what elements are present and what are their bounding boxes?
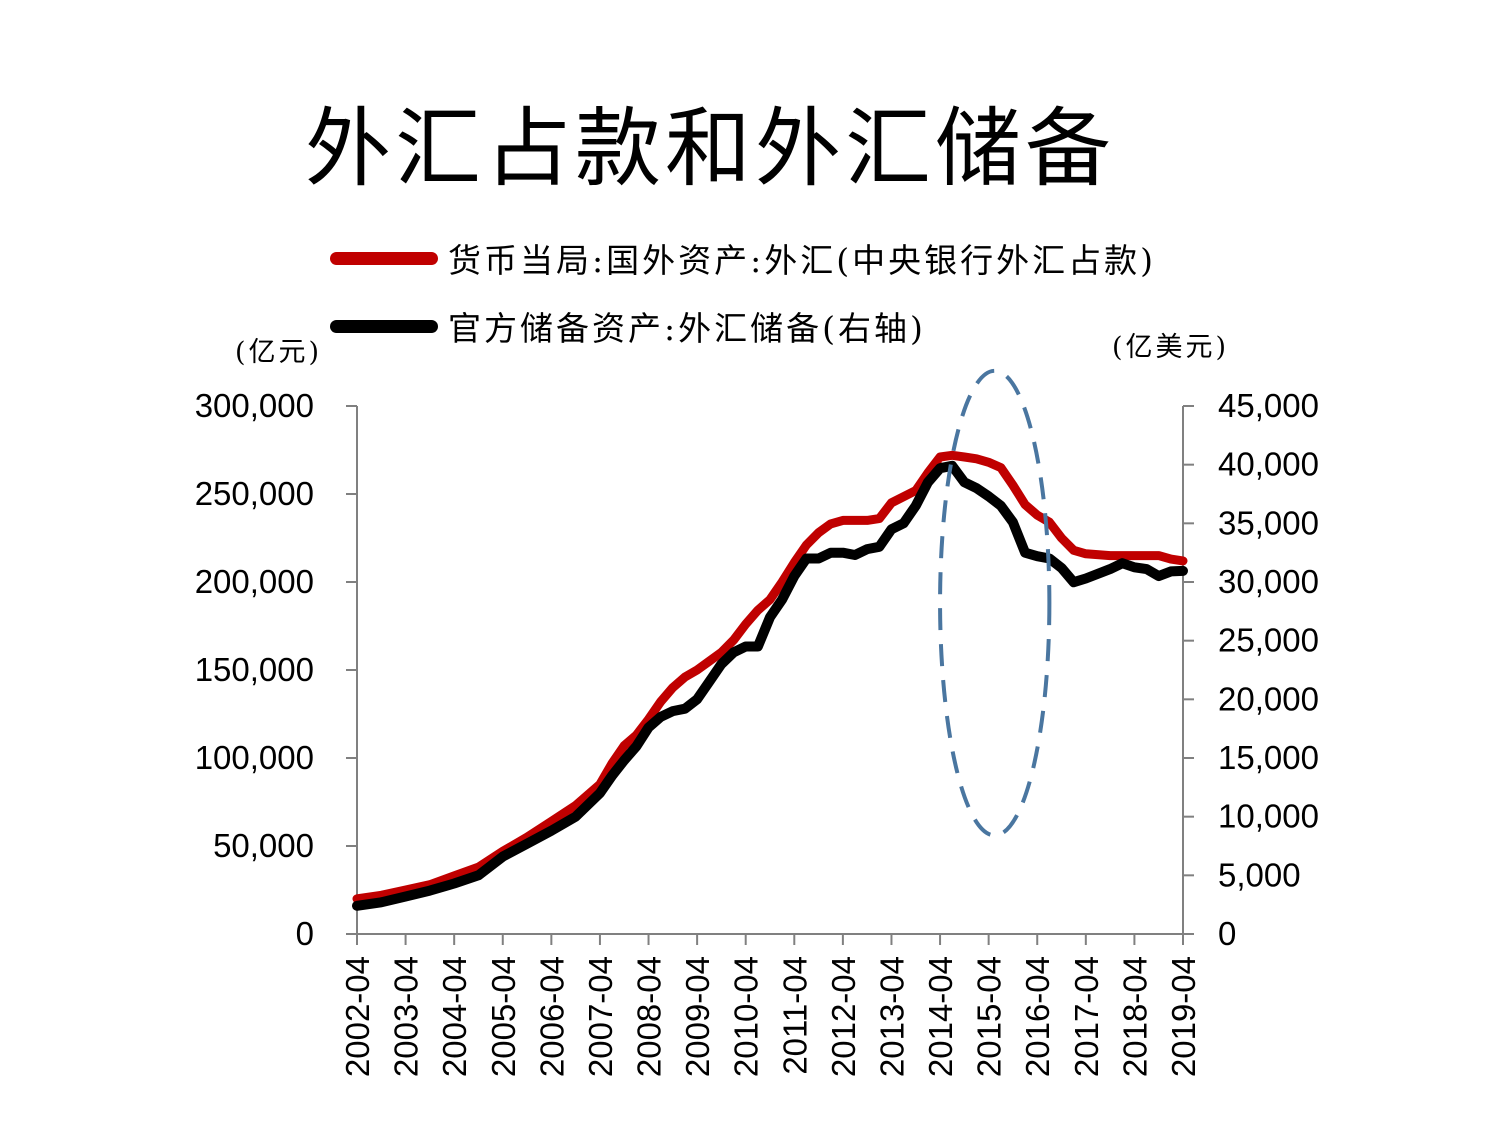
legend-label: 货币当局:国外资产:外汇(中央银行外汇占款) xyxy=(448,241,1156,280)
x-tick-label: 2016-04 xyxy=(1019,956,1056,1077)
x-tick-label: 2004-04 xyxy=(436,956,473,1077)
right-y-tick-label: 20,000 xyxy=(1218,680,1319,717)
series-fx-reserves-line xyxy=(352,460,1188,911)
right-y-tick-label: 5,000 xyxy=(1218,856,1301,893)
right-axis-unit: (亿美元) xyxy=(1112,332,1230,363)
legend-item-fx-reserves: 官方储备资产:外汇储备(右轴) xyxy=(330,302,926,350)
series-layer xyxy=(352,450,1188,911)
right-y-tick-label: 15,000 xyxy=(1218,739,1319,776)
x-tick-label: 2011-04 xyxy=(776,956,813,1075)
left-y-tick-label: 0 xyxy=(296,915,314,952)
x-tick-label: 2005-04 xyxy=(485,956,522,1077)
left-y-tick-label: 50,000 xyxy=(213,827,314,864)
left-y-tick-label: 200,000 xyxy=(195,563,314,600)
x-tick-label: 2012-04 xyxy=(825,956,862,1077)
legend-item-fx-funds: 货币当局:国外资产:外汇(中央银行外汇占款) xyxy=(330,234,1156,282)
x-tick-label: 2009-04 xyxy=(679,956,716,1077)
annotation-layer xyxy=(938,368,1052,838)
x-tick-label: 2018-04 xyxy=(1116,956,1153,1077)
legend-swatch-red xyxy=(330,251,438,265)
right-y-tick-label: 45,000 xyxy=(1218,387,1319,424)
right-y-tick-label: 40,000 xyxy=(1218,446,1319,483)
slide-title: 外汇占款和外汇储备 xyxy=(305,99,1115,199)
x-tick-label: 2017-04 xyxy=(1068,956,1105,1077)
x-tick-label: 2008-04 xyxy=(631,956,668,1077)
x-tick-label: 2013-04 xyxy=(873,956,910,1077)
right-y-tick-label: 25,000 xyxy=(1218,622,1319,659)
left-y-tick-label: 300,000 xyxy=(195,387,314,424)
x-tick-label: 2003-04 xyxy=(388,956,425,1077)
left-y-tick-label: 150,000 xyxy=(195,651,314,688)
left-y-tick-label: 250,000 xyxy=(195,475,314,512)
x-tick-label: 2014-04 xyxy=(922,956,959,1077)
x-tick-label: 2007-04 xyxy=(582,956,619,1077)
left-axis-unit: (亿元) xyxy=(235,337,323,368)
x-tick-label: 2002-04 xyxy=(339,956,376,1077)
right-y-tick-label: 0 xyxy=(1218,915,1236,952)
right-y-tick-label: 30,000 xyxy=(1218,563,1319,600)
left-y-tick-label: 100,000 xyxy=(195,739,314,776)
right-y-tick-label: 10,000 xyxy=(1218,798,1319,835)
legend-label: 官方储备资产:外汇储备(右轴) xyxy=(448,309,926,348)
axes: 0 50,000 100,000 150,000 200,000 250,000 300,0… xyxy=(195,387,1319,1077)
x-tick-label: 2015-04 xyxy=(971,956,1008,1077)
annotation-dashed-ellipse xyxy=(938,368,1052,838)
right-y-tick-label: 35,000 xyxy=(1218,504,1319,541)
legend-swatch-black xyxy=(330,319,438,333)
x-tick-label: 2010-04 xyxy=(728,956,765,1077)
series-fx-funds-line xyxy=(352,450,1188,904)
x-tick-label: 2019-04 xyxy=(1165,956,1202,1077)
x-tick-label: 2006-04 xyxy=(533,956,570,1077)
